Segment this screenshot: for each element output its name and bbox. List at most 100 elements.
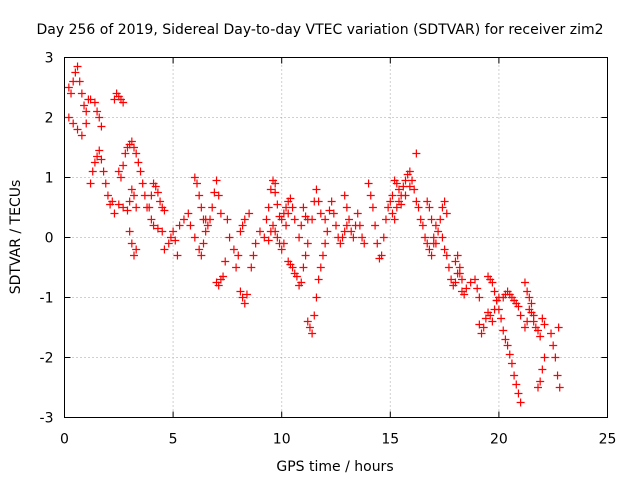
- data-point: [125, 197, 134, 206]
- data-point: [394, 185, 403, 194]
- data-point: [127, 185, 136, 194]
- data-point: [536, 332, 545, 341]
- data-point: [99, 167, 108, 176]
- data-point: [114, 200, 123, 209]
- data-point: [69, 119, 78, 128]
- data-point: [336, 239, 345, 248]
- data-point: [338, 233, 347, 242]
- data-point: [132, 203, 141, 212]
- data-point: [271, 188, 280, 197]
- data-point: [412, 149, 421, 158]
- data-point: [421, 233, 430, 242]
- data-point: [210, 188, 219, 197]
- data-point: [184, 209, 193, 218]
- data-point: [473, 284, 482, 293]
- data-point: [214, 281, 223, 290]
- data-point: [355, 221, 364, 230]
- data-point: [332, 221, 340, 230]
- data-point: [342, 221, 351, 230]
- data-point: [318, 251, 327, 260]
- data-point: [73, 125, 82, 134]
- data-point: [325, 206, 334, 215]
- data-point: [499, 326, 508, 335]
- data-point: [130, 143, 139, 152]
- data-point: [160, 206, 169, 215]
- data-point: [67, 89, 76, 98]
- data-point: [130, 191, 139, 200]
- data-point: [119, 203, 128, 212]
- data-point: [497, 314, 506, 323]
- data-point: [453, 251, 462, 260]
- data-point: [368, 203, 377, 212]
- data-point: [514, 302, 523, 311]
- data-point: [481, 314, 490, 323]
- data-point: [156, 197, 165, 206]
- data-point: [373, 239, 382, 248]
- data-point: [425, 203, 434, 212]
- data-point: [232, 263, 241, 272]
- data-point: [405, 182, 414, 191]
- data-point: [384, 203, 393, 212]
- data-point: [260, 233, 269, 242]
- data-point: [529, 317, 538, 326]
- data-point: [436, 215, 445, 224]
- data-point: [451, 257, 460, 266]
- data-point: [434, 227, 443, 236]
- data-point: [271, 179, 280, 188]
- data-point: [255, 227, 264, 236]
- data-point: [125, 227, 134, 236]
- data-point: [310, 311, 319, 320]
- data-point: [225, 233, 234, 242]
- data-point: [358, 233, 367, 242]
- y-tick-label: 1: [45, 171, 54, 187]
- data-point: [442, 251, 451, 260]
- data-point: [554, 323, 563, 332]
- data-point: [77, 131, 86, 140]
- data-point: [288, 263, 297, 272]
- data-point: [388, 209, 397, 218]
- data-point: [314, 275, 323, 284]
- data-point: [236, 287, 245, 296]
- data-point: [123, 206, 132, 215]
- y-tick-label: 3: [45, 51, 54, 67]
- data-point: [264, 203, 273, 212]
- data-point: [492, 296, 501, 305]
- data-point: [371, 221, 380, 230]
- data-point: [119, 161, 128, 170]
- data-point: [297, 278, 306, 287]
- data-point: [440, 245, 449, 254]
- data-point: [282, 221, 291, 230]
- data-point: [132, 245, 141, 254]
- data-point: [386, 197, 395, 206]
- data-point: [401, 191, 410, 200]
- y-axis-label: SDTVAR / TECUs: [8, 180, 24, 295]
- data-point: [342, 203, 351, 212]
- chart-title: Day 256 of 2019, Sidereal Day-to-day VTE…: [37, 22, 604, 38]
- data-point: [169, 227, 178, 236]
- data-point: [221, 257, 230, 266]
- data-point: [547, 329, 556, 338]
- data-point: [292, 272, 301, 281]
- data-point: [203, 221, 212, 230]
- data-point: [134, 158, 143, 167]
- data-point: [151, 182, 160, 191]
- data-point: [295, 233, 304, 242]
- data-point: [538, 365, 547, 374]
- data-point: [299, 263, 308, 272]
- data-point: [510, 371, 519, 380]
- data-point: [427, 251, 436, 260]
- data-point: [501, 335, 510, 344]
- data-point: [245, 209, 254, 218]
- data-point: [431, 239, 440, 248]
- data-point: [507, 359, 516, 368]
- data-point: [242, 290, 251, 299]
- data-point: [190, 173, 199, 182]
- data-point: [171, 236, 180, 245]
- data-point: [277, 245, 286, 254]
- data-point: [108, 197, 117, 206]
- axis-ticks: 0 5 10 15 20 25 -3 -2 -1 0 1 2 3: [40, 51, 617, 448]
- data-point: [173, 251, 182, 260]
- x-tick-label: 25: [599, 432, 617, 448]
- data-point: [397, 200, 406, 209]
- data-point: [95, 113, 104, 122]
